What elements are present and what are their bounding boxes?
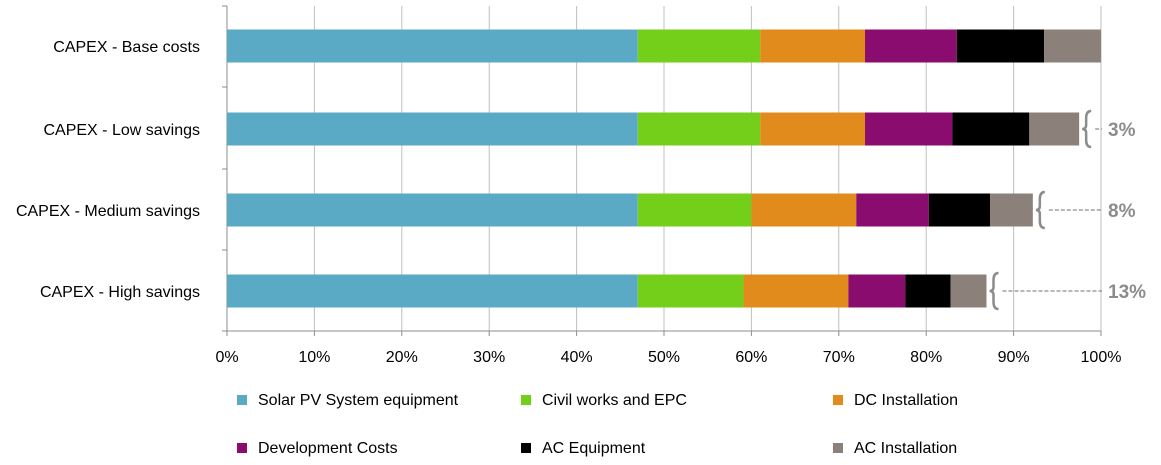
category-label: CAPEX - High savings — [40, 284, 200, 301]
legend-label: DC Installation — [854, 392, 958, 409]
legend-swatch — [237, 443, 247, 453]
legend-label: Development Costs — [258, 440, 398, 457]
bar-segment — [1044, 29, 1101, 63]
bar-segment — [227, 112, 638, 146]
legend-swatch — [237, 395, 247, 405]
x-tick-label: 100% — [1081, 349, 1122, 366]
bar-segment — [905, 274, 951, 308]
category-label: CAPEX - Base costs — [53, 39, 200, 56]
bar-segment — [990, 193, 1033, 227]
savings-annotations: 3% 8% 13% — [989, 109, 1146, 311]
x-tick-label: 80% — [910, 349, 942, 366]
category-label: CAPEX - Medium savings — [16, 203, 200, 220]
category-label: CAPEX - Low savings — [43, 122, 200, 139]
x-tick-label: 90% — [998, 349, 1030, 366]
bar-segment — [637, 29, 761, 63]
x-tick-labels: 0% 10% 20% 30% 40% 50% 60% 70% 80% 90% 100% — [215, 349, 1121, 366]
legend-label: AC Equipment — [542, 440, 646, 457]
x-tick-label: 40% — [561, 349, 593, 366]
legend-swatch — [521, 443, 531, 453]
bar-segment — [760, 112, 866, 146]
legend-swatch — [833, 443, 843, 453]
bar-segment — [856, 193, 929, 227]
bar-segment — [637, 112, 761, 146]
brace — [989, 271, 999, 311]
legend-swatch — [521, 395, 531, 405]
x-tick-label: 0% — [215, 349, 238, 366]
savings-label: 13% — [1108, 282, 1146, 303]
savings-label: 3% — [1108, 120, 1136, 141]
bar-segment — [751, 193, 857, 227]
bar-segment — [956, 29, 1045, 63]
savings-label: 8% — [1108, 201, 1136, 222]
category-labels: CAPEX - Base costs CAPEX - Low savings CAP… — [16, 39, 200, 301]
legend-label: AC Installation — [854, 440, 957, 457]
bar-segment — [865, 112, 953, 146]
bar-segment — [1029, 112, 1080, 146]
legend-label: Civil works and EPC — [542, 392, 687, 409]
bar-segment — [227, 274, 638, 308]
bar-segment — [950, 274, 987, 308]
brace — [1035, 190, 1045, 230]
bar-segment — [952, 112, 1030, 146]
bar-segment — [637, 274, 744, 308]
x-tick-label: 30% — [473, 349, 505, 366]
legend-label: Solar PV System equipment — [258, 392, 459, 409]
legend: Solar PV System equipment Civil works and… — [237, 392, 958, 457]
bar-segment — [865, 29, 957, 63]
bar-segment — [227, 29, 638, 63]
legend-swatch — [833, 395, 843, 405]
x-tick-label: 70% — [823, 349, 855, 366]
bars — [227, 29, 1101, 308]
bar-segment — [743, 274, 849, 308]
bar-segment — [848, 274, 906, 308]
x-tick-label: 10% — [298, 349, 330, 366]
bar-segment — [928, 193, 991, 227]
bar-segment — [637, 193, 752, 227]
x-tick-label: 20% — [386, 349, 418, 366]
bar-segment — [760, 29, 866, 63]
brace — [1082, 109, 1092, 149]
bar-segment — [227, 193, 638, 227]
x-tick-label: 60% — [735, 349, 767, 366]
x-tick-label: 50% — [648, 349, 680, 366]
